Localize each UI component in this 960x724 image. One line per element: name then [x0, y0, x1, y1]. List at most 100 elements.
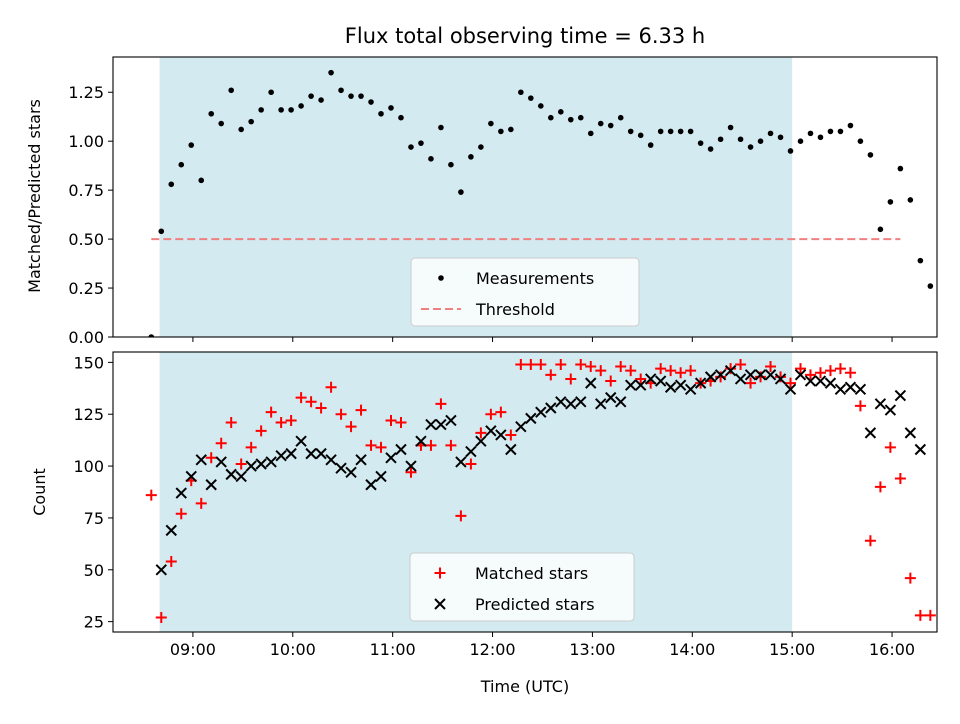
bottom-cross-point	[734, 373, 747, 385]
top-y-tick-label: 0.75	[68, 181, 104, 200]
bottom-plus-point	[914, 609, 926, 621]
bottom-plus-point	[804, 369, 816, 381]
bottom-cross-point	[694, 377, 707, 389]
top-dot-point	[428, 156, 434, 162]
top-dot-point	[308, 93, 314, 99]
bottom-cross-point	[834, 383, 847, 396]
bottom-cross-point	[575, 396, 587, 408]
bottom-plus-point	[874, 481, 886, 493]
bottom-cross-point	[914, 443, 927, 456]
bottom-plus-point	[904, 572, 916, 584]
top-dot-point	[288, 107, 294, 113]
top-dot-point	[557, 109, 564, 115]
top-dot-point	[248, 118, 254, 125]
top-axes-frame	[112, 56, 938, 338]
bottom-plus-point	[545, 369, 557, 381]
bottom-y-tick-label: 125	[73, 405, 104, 424]
bottom-plus-point	[615, 361, 627, 373]
bottom-plus-point	[894, 473, 906, 485]
bottom-plus-point	[165, 555, 177, 567]
top-dot-point	[498, 128, 504, 135]
bottom-plus-point	[355, 404, 367, 416]
bottom-plus-point	[814, 367, 826, 379]
top-dot-point	[278, 107, 284, 113]
bottom-cross-point	[894, 389, 907, 402]
bottom-plus-point	[285, 414, 297, 426]
top-dot-point	[637, 132, 644, 139]
bottom-plus-point	[465, 458, 477, 470]
bottom-cross-point	[515, 420, 527, 433]
bottom-cross-point	[275, 449, 287, 462]
bottom-cross-point	[365, 479, 377, 491]
bottom-cross-point	[884, 404, 897, 416]
top-dot-point	[478, 144, 484, 150]
bottom-cross-point	[395, 443, 407, 456]
bottom-cross-point	[615, 396, 627, 408]
bottom-cross-point	[155, 564, 167, 576]
bottom-plus-point	[365, 439, 377, 451]
x-tick-label: 16:00	[869, 640, 915, 659]
top-dot-point	[687, 128, 694, 135]
bottom-cross-point	[505, 443, 517, 456]
bottom-cross-point	[375, 470, 387, 483]
bottom-cross-point	[634, 379, 647, 391]
bottom-y-tick-label: 25	[84, 613, 104, 632]
top-dot-point	[258, 107, 264, 113]
top-dot-point	[458, 189, 464, 195]
bottom-plus-point	[725, 363, 737, 375]
top-legend-box	[410, 257, 640, 327]
bottom-cross-point	[535, 406, 547, 418]
bottom-plus-point	[575, 358, 587, 370]
x-tick-label: 14:00	[669, 640, 715, 659]
top-dot-point	[847, 122, 854, 129]
legend-dot-marker	[438, 275, 444, 281]
bottom-plus-point	[455, 510, 467, 522]
top-y-tick-label: 0.25	[68, 279, 104, 298]
bottom-plus-point	[505, 429, 517, 441]
bottom-cross-point	[185, 470, 197, 483]
top-dot-point	[208, 110, 215, 117]
bottom-cross-point	[295, 435, 307, 447]
top-dot-point	[378, 110, 384, 117]
bottom-cross-point	[824, 377, 837, 389]
top-dot-point	[518, 89, 524, 96]
bottom-plus-point	[824, 365, 836, 377]
top-legend-label: Threshold	[475, 300, 555, 319]
top-dot-point	[148, 334, 155, 337]
top-dot-point	[717, 136, 724, 143]
top-legend: Measurements Threshold	[410, 257, 640, 327]
bottom-legend-label: Matched stars	[475, 564, 588, 583]
top-dot-point	[348, 93, 354, 99]
bottom-cross-point	[435, 418, 447, 431]
bottom-axes-frame	[112, 351, 938, 633]
bottom-cross-point	[555, 396, 567, 408]
top-dot-point	[867, 152, 874, 158]
bottom-plus-point	[884, 441, 896, 453]
top-dot-point	[318, 97, 324, 103]
bottom-cross-point	[595, 398, 607, 410]
bottom-plus-point	[924, 609, 936, 621]
top-dot-point	[597, 120, 604, 127]
bottom-cross-point	[565, 398, 577, 410]
top-dot-point	[747, 144, 754, 150]
top-dot-point	[707, 146, 714, 152]
bottom-cross-point	[605, 391, 617, 404]
bottom-plus-point	[485, 408, 497, 420]
bottom-cross-point	[794, 369, 807, 381]
bottom-plus-point	[834, 363, 846, 375]
bottom-plus-point	[205, 452, 217, 464]
bottom-plus-point	[605, 375, 617, 387]
top-panel: 0.00 0.25 0.50 0.75 1.00 1.25 Measurements Thre…	[68, 56, 938, 347]
top-dot-point	[438, 124, 444, 131]
bottom-y-axis-label: Count	[30, 468, 49, 516]
bottom-cross-point	[674, 379, 687, 391]
top-dot-point	[787, 148, 794, 154]
bottom-plus-point	[445, 439, 457, 451]
top-dot-point	[727, 124, 734, 131]
top-dot-point	[837, 128, 844, 135]
bottom-plus-point	[495, 406, 507, 418]
bottom-cross-point	[385, 452, 397, 464]
bottom-plus-point	[675, 367, 687, 379]
bottom-plus-point	[715, 371, 727, 383]
top-dot-point	[528, 95, 534, 101]
